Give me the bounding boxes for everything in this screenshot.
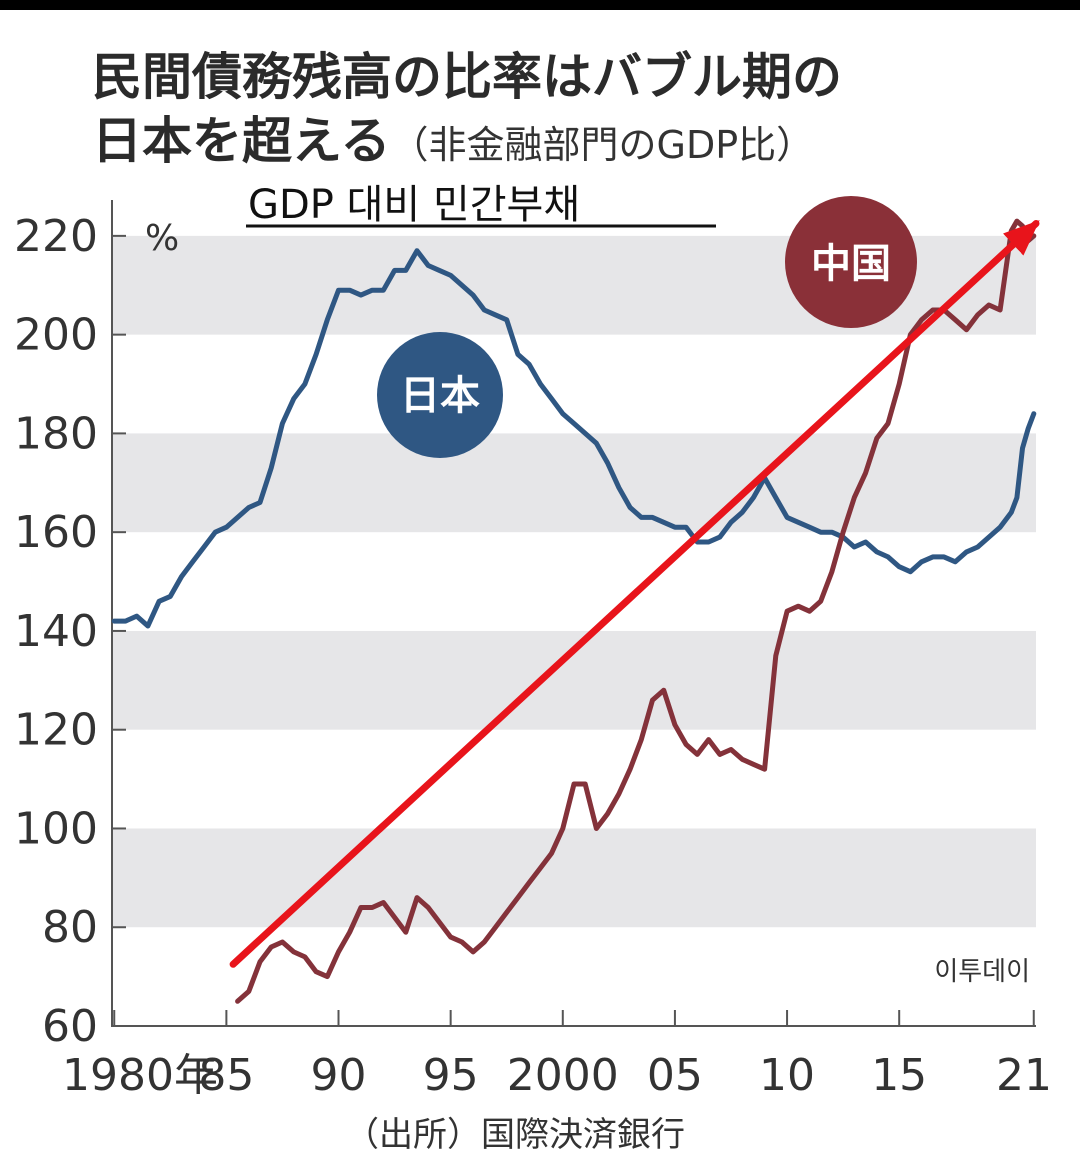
y-tick-label: 80 — [42, 902, 98, 953]
y-axis-ticks: 220 200 180 160 140 120 100 80 60 — [14, 211, 126, 1052]
y-tick-label: 180 — [14, 408, 98, 459]
y-tick-label: 200 — [14, 310, 98, 361]
title-note: （非金融部門のGDP比） — [391, 123, 815, 167]
x-tick-label: 95 — [423, 1050, 479, 1101]
y-tick-label: 160 — [14, 507, 98, 558]
y-tick-label: 100 — [14, 803, 98, 854]
y-tick-label: 220 — [14, 211, 98, 262]
x-tick-label: 15 — [871, 1050, 927, 1101]
series-line-china — [235, 218, 1037, 1004]
series-line-japan — [111, 248, 1037, 629]
china-badge-circle — [785, 196, 917, 328]
grid-bands — [112, 235, 1036, 928]
trend-arrow — [229, 220, 1040, 968]
top-black-bar — [0, 0, 1080, 10]
x-tick-label: 90 — [311, 1050, 367, 1101]
source-note: （出所）国際決済銀行 — [345, 1115, 685, 1155]
x-tick-label: 21 — [996, 1050, 1052, 1101]
y-tick-label: 60 — [42, 1001, 98, 1052]
x-tick-label: 85 — [198, 1050, 254, 1101]
korean-title: GDP 대비 민간부채 — [248, 182, 580, 228]
japan-badge-circle — [377, 332, 503, 458]
china-badge-label: 中国 — [811, 241, 891, 287]
x-tick-label: 05 — [647, 1050, 703, 1101]
grid-band-3 — [112, 828, 1036, 928]
title-line-2-main: 日本を超える — [92, 112, 391, 170]
title-line-1: 民間債務残高の比率はバブル期の — [92, 48, 842, 106]
title-line-2: 日本を超える（非金融部門のGDP比） — [92, 112, 814, 170]
y-unit-label: % — [145, 218, 179, 259]
japan-badge-label: 日本 — [400, 373, 480, 419]
y-tick-label: 140 — [14, 606, 98, 657]
x-tick-label: 2000 — [507, 1050, 619, 1101]
x-tick-label: 1980年 — [62, 1050, 218, 1101]
x-tick-label: 10 — [759, 1050, 815, 1101]
watermark: 이투데이 — [934, 957, 1030, 987]
grid-band-1 — [112, 433, 1036, 533]
y-tick-label: 120 — [14, 705, 98, 756]
